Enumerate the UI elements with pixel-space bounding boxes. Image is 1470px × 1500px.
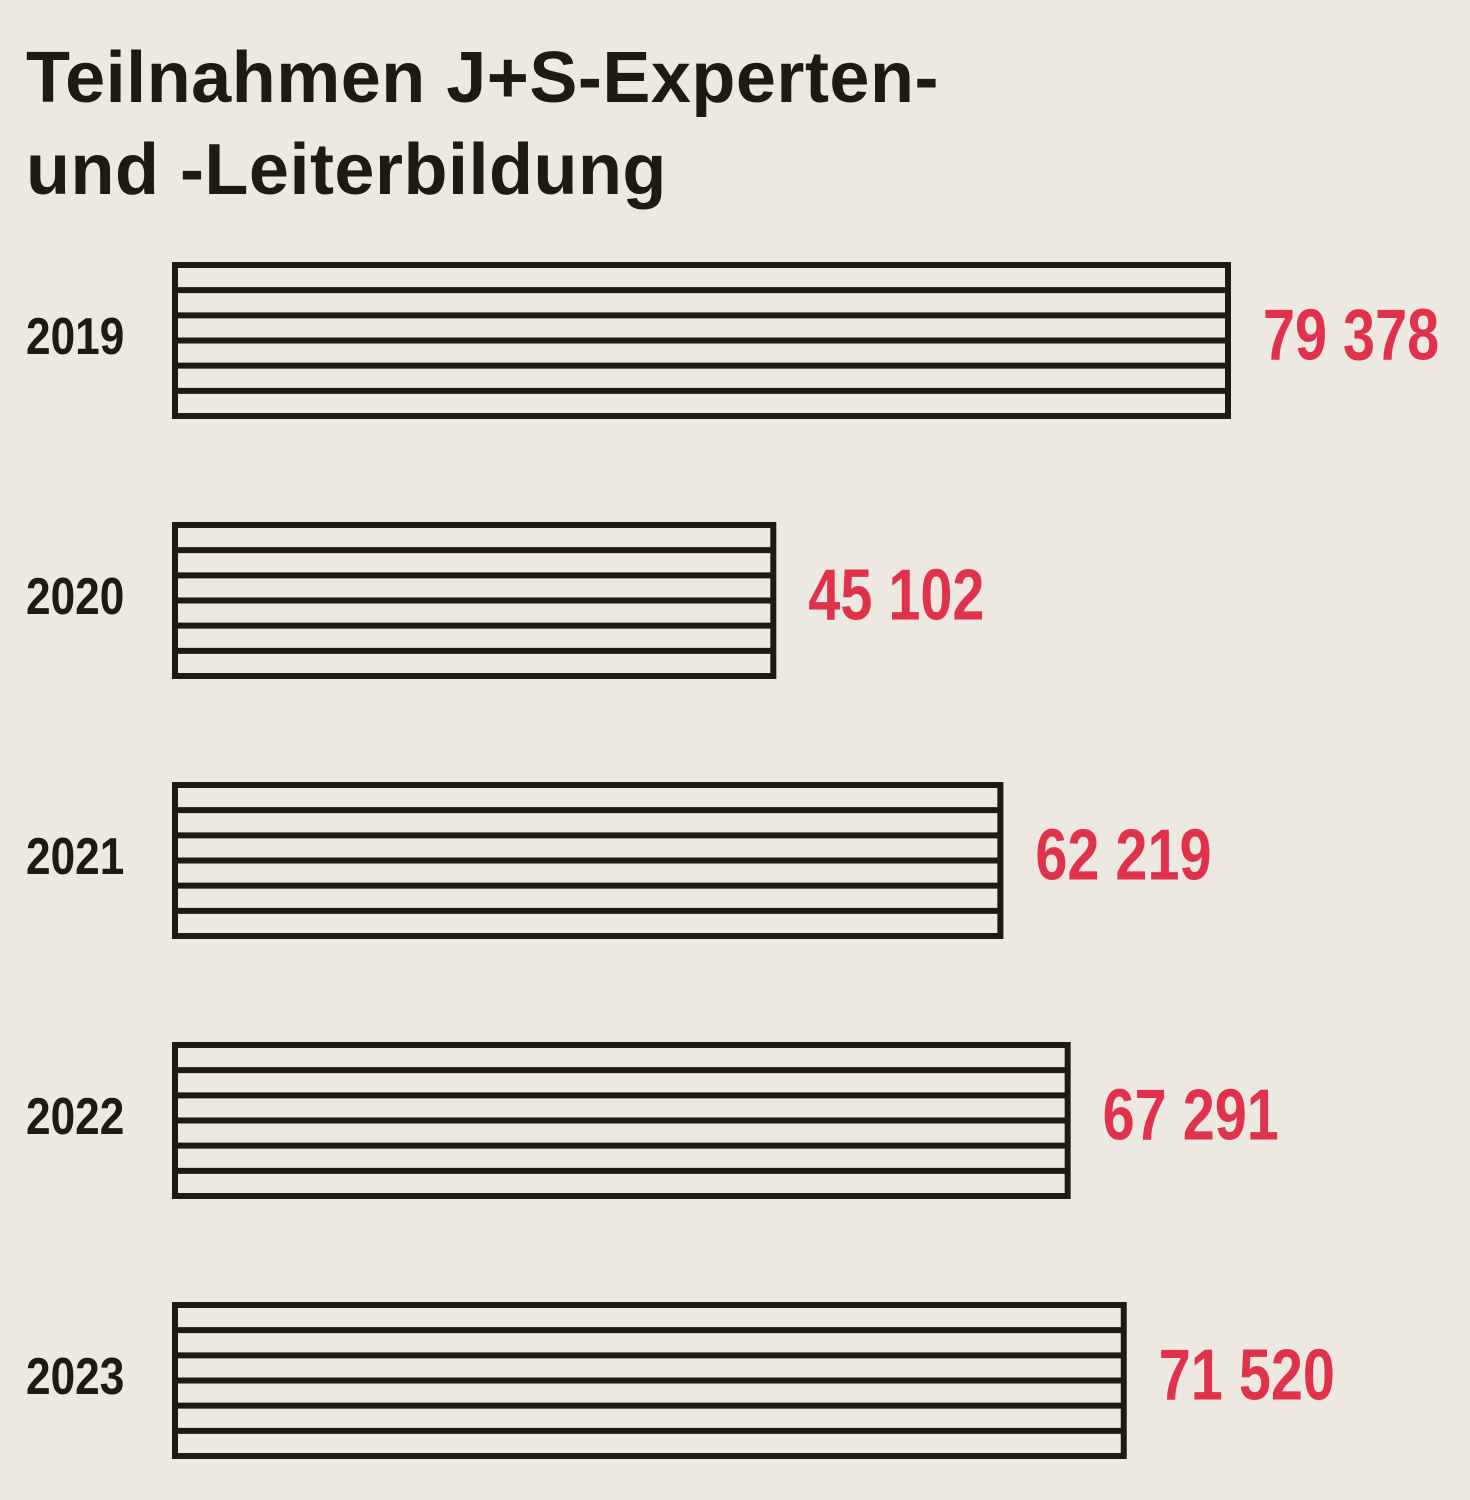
category-label: 2023 [26,1348,124,1406]
category-label: 2021 [26,828,124,886]
value-label: 62 219 [1035,814,1211,895]
category-label: 2020 [26,568,124,626]
value-label: 71 520 [1159,1334,1335,1415]
category-label: 2022 [26,1088,124,1146]
value-label: 45 102 [808,554,984,635]
value-label: 67 291 [1103,1074,1279,1155]
category-label: 2019 [26,308,124,366]
chart-title: Teilnahmen J+S-Experten- und -Leiterbild… [26,38,939,210]
value-label: 79 378 [1263,294,1439,375]
